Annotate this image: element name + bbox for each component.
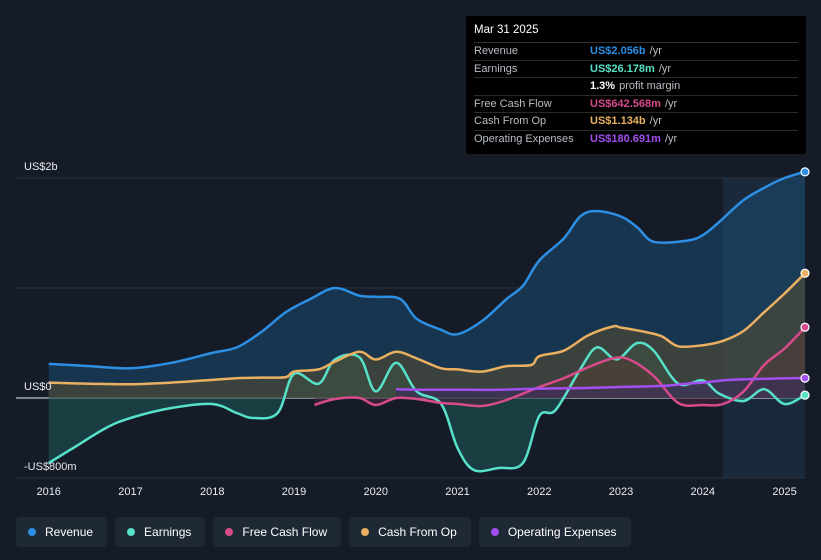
- tooltip-row-unit: /yr: [658, 62, 672, 75]
- tooltip-row-label: Free Cash Flow: [474, 97, 552, 110]
- x-tick-label: 2018: [200, 486, 224, 498]
- tooltip-row-value: US$642.568m: [590, 97, 661, 110]
- series-line-fcf: [314, 326, 806, 408]
- x-tick-label: 2016: [36, 486, 60, 498]
- legend-label: Earnings: [144, 525, 192, 539]
- tooltip-row-unit: /yr: [664, 132, 678, 145]
- legend-dot-icon: [28, 528, 36, 536]
- x-tick-label: 2020: [364, 486, 388, 498]
- series-endpoint-cfo: [800, 268, 810, 278]
- tooltip-row-unit: /yr: [649, 45, 662, 57]
- tooltip-row: 1.3% profit margin: [474, 78, 798, 96]
- legend-dot-icon: [127, 528, 136, 536]
- tooltip-row-unit: /yr: [664, 97, 678, 110]
- series-area-cfo: [48, 273, 806, 398]
- legend-item-revenue[interactable]: Revenue: [16, 517, 108, 547]
- tooltip-row-label: Revenue: [474, 45, 519, 57]
- tooltip-row-label: [474, 78, 590, 95]
- legend-item-cash-from-op[interactable]: Cash From Op: [349, 517, 471, 547]
- x-axis-ticks: 2016 2017 2018 2019 2020 2021 2022 2023 2024 2025: [36, 486, 796, 498]
- legend-label: Free Cash Flow: [242, 525, 328, 539]
- series-endpoints: [800, 167, 810, 400]
- series-endpoint-revenue: [800, 167, 810, 177]
- tooltip-row-label: Cash From Op: [474, 115, 547, 127]
- legend-label: Revenue: [45, 525, 94, 539]
- legend-dot-icon: [361, 528, 370, 536]
- legend-label: Operating Expenses: [507, 525, 617, 539]
- tooltip-row-value: US$2.056b: [590, 45, 646, 57]
- tooltip-row-value: 1.3%: [590, 80, 616, 92]
- legend-label: Cash From Op: [378, 525, 457, 539]
- tooltip-row-label: Earnings: [474, 62, 518, 75]
- series-endpoint-fcf: [800, 322, 810, 332]
- y-axis-label-zero: US$0: [24, 381, 52, 393]
- tooltip-row-value: US$26.178m: [590, 62, 655, 75]
- x-tick-label: 2021: [445, 486, 469, 498]
- x-tick-label: 2024: [691, 486, 715, 498]
- tooltip-rows: Revenue US$2.056b/yr Earnings US$26.178m/yr…: [474, 43, 798, 147]
- tooltip-row-value: US$1.134b: [590, 115, 646, 127]
- legend-item-earnings[interactable]: Earnings: [115, 517, 206, 547]
- x-tick-label: 2025: [772, 486, 796, 498]
- tooltip-row: Operating Expenses US$180.691m/yr: [474, 131, 798, 148]
- series-endpoint-earnings: [800, 390, 810, 400]
- series-line-cfo: [48, 272, 806, 386]
- tooltip-row: Free Cash Flow US$642.568m/yr: [474, 96, 798, 113]
- series-line-revenue: [48, 170, 806, 370]
- tooltip-row: Earnings US$26.178m/yr: [474, 61, 798, 78]
- tooltip-row-label: Operating Expenses: [474, 132, 574, 145]
- y-axis-label-top: US$2b: [24, 161, 58, 173]
- x-tick-label: 2019: [282, 486, 306, 498]
- series-endpoint-opex: [800, 373, 810, 383]
- tooltip-row: Cash From Op US$1.134b/yr: [474, 113, 798, 131]
- tooltip-row-unit: profit margin: [619, 80, 681, 92]
- legend-item-operating-expenses[interactable]: Operating Expenses: [478, 517, 631, 547]
- x-tick-label: 2023: [609, 486, 633, 498]
- chart-legend: Revenue Earnings Free Cash Flow Cash From O…: [16, 517, 631, 547]
- tooltip-row-value: US$180.691m: [590, 132, 661, 145]
- y-axis-label-bottom: -US$800m: [24, 461, 77, 473]
- legend-item-free-cash-flow[interactable]: Free Cash Flow: [213, 517, 342, 547]
- series-areas: [48, 171, 806, 472]
- tooltip-row-unit: /yr: [649, 115, 662, 127]
- x-tick-label: 2017: [118, 486, 142, 498]
- series-line-opex: [396, 376, 806, 392]
- data-tooltip: Mar 31 2025 Revenue US$2.056b/yr Earnings U…: [466, 16, 806, 154]
- tooltip-row: Revenue US$2.056b/yr: [474, 43, 798, 61]
- tooltip-date: Mar 31 2025: [474, 24, 798, 43]
- legend-dot-icon: [490, 528, 499, 536]
- series-lines: [48, 170, 806, 473]
- x-tick-label: 2022: [527, 486, 551, 498]
- legend-dot-icon: [225, 528, 234, 536]
